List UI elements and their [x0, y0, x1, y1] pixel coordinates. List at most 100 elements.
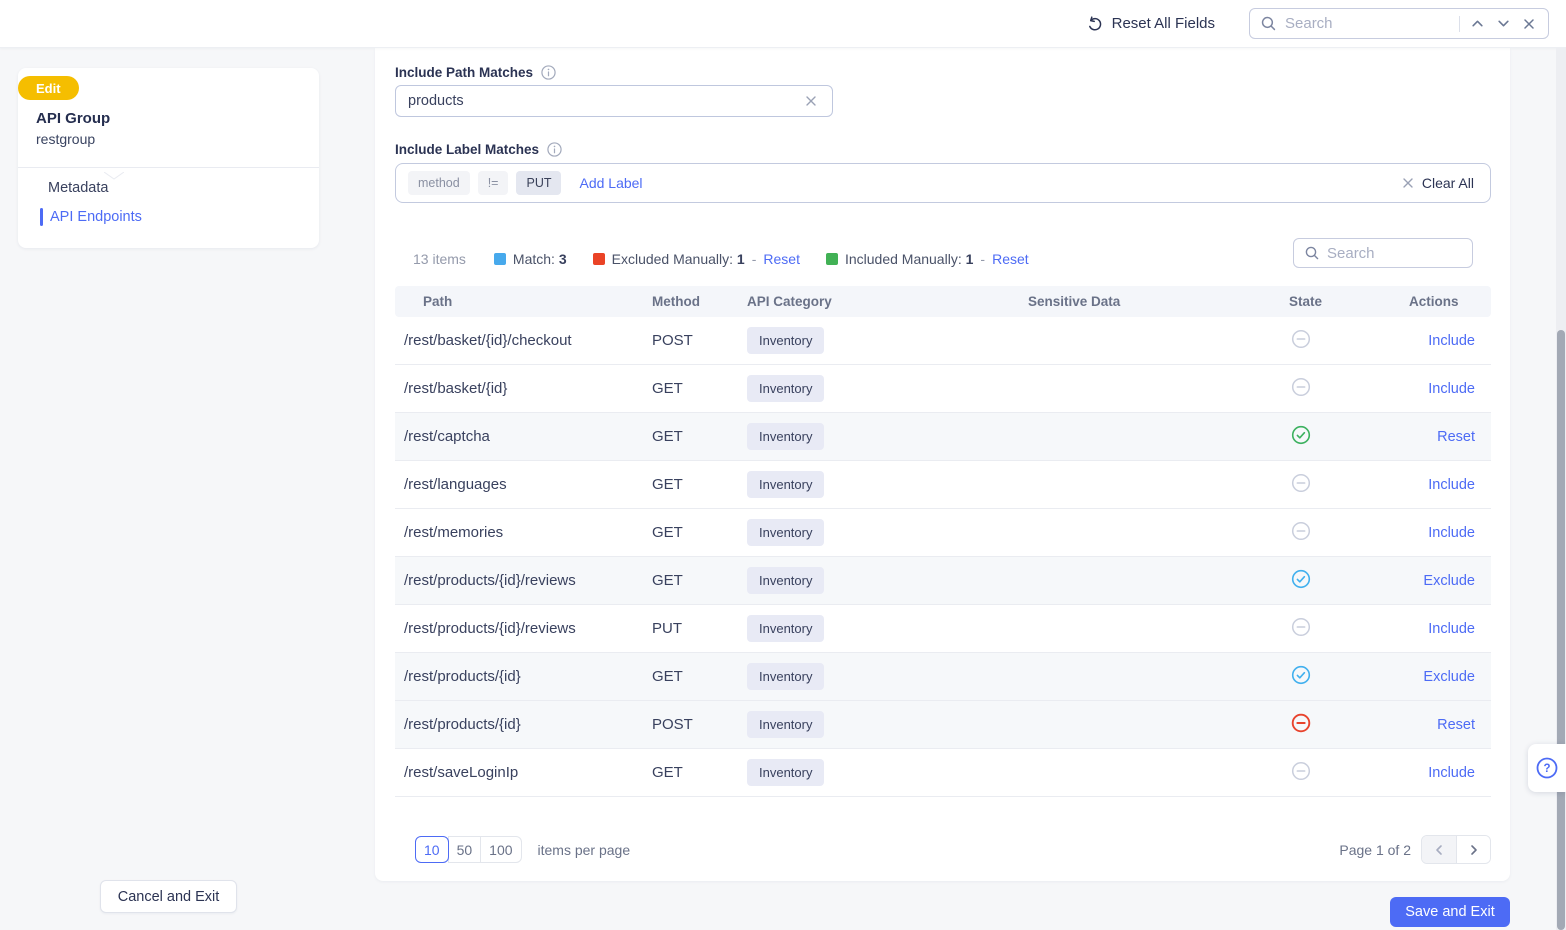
legend-color-swatch: [592, 253, 605, 265]
endpoint-path: /rest/products/{id}/reviews: [404, 572, 576, 589]
api-category-badge: Inventory: [747, 663, 825, 690]
legend-reset-link[interactable]: Reset: [763, 251, 800, 267]
api-category-badge: Inventory: [747, 375, 825, 402]
next-page-button[interactable]: [1456, 836, 1490, 863]
reset-all-fields-button[interactable]: Reset All Fields: [1086, 15, 1215, 33]
legend-reset-link[interactable]: Reset: [992, 251, 1029, 267]
sidebar-item-api-endpoints[interactable]: API Endpoints: [50, 209, 142, 225]
page-size-10-button[interactable]: 10: [415, 836, 449, 863]
endpoint-path: /rest/basket/{id}: [404, 380, 508, 397]
api-category-badge: Inventory: [747, 471, 825, 498]
row-action-link[interactable]: Include: [1428, 764, 1475, 781]
legend-label: Match: 3: [512, 251, 567, 267]
page-size-100-button[interactable]: 100: [480, 836, 522, 863]
label-key-chip[interactable]: method: [408, 171, 470, 195]
row-action-link[interactable]: Include: [1428, 476, 1475, 493]
table-row: /rest/products/{id}/reviews PUT Inventor…: [395, 605, 1491, 653]
table-row: /rest/products/{id} POST Inventory Reset: [395, 701, 1491, 749]
undo-icon: [1086, 15, 1104, 33]
table-body: /rest/basket/{id}/checkout POST Inventor…: [395, 317, 1491, 797]
info-icon[interactable]: [547, 142, 562, 157]
close-icon[interactable]: [1520, 15, 1538, 33]
sidebar-item-metadata[interactable]: Metadata: [48, 180, 109, 196]
clear-all-button[interactable]: Clear All: [1402, 175, 1474, 191]
endpoint-method: POST: [652, 716, 693, 733]
table-header-row: Path Method API Category Sensitive Data …: [395, 286, 1491, 317]
vertical-scrollbar[interactable]: [1556, 48, 1566, 930]
row-action-link[interactable]: Reset: [1437, 428, 1475, 445]
column-header-actions: Actions: [1409, 294, 1459, 309]
table-search-box: [1293, 238, 1473, 268]
summary-row: 13 items Match: 3 Excluded Manually: 1- Re…: [413, 244, 1029, 274]
column-header-api-category: API Category: [747, 294, 832, 309]
divider: [1459, 15, 1460, 32]
label-operator-chip[interactable]: !=: [477, 171, 509, 195]
endpoint-path: /rest/products/{id}/reviews: [404, 620, 576, 637]
endpoint-method: GET: [652, 764, 683, 781]
legend-count: 1: [965, 251, 974, 267]
row-action-link[interactable]: Include: [1428, 620, 1475, 637]
table-search-input[interactable]: [1327, 244, 1462, 262]
table-row: /rest/languages GET Inventory Include: [395, 461, 1491, 509]
column-header-path: Path: [423, 294, 453, 309]
column-header-sensitive-data: Sensitive Data: [1028, 294, 1121, 309]
table-row: /rest/products/{id} GET Inventory Exclud…: [395, 653, 1491, 701]
chevron-down-icon[interactable]: [1494, 15, 1512, 33]
row-action-link[interactable]: Exclude: [1423, 668, 1475, 685]
search-icon: [1260, 15, 1277, 32]
page-size-group: 10 50 100: [415, 836, 522, 863]
endpoint-method: GET: [652, 668, 683, 685]
scrollbar-thumb[interactable]: [1557, 330, 1565, 930]
items-per-page-label: items per page: [537, 841, 631, 858]
page-indicator: Page 1 of 2: [1339, 841, 1411, 858]
none-state-icon: [1291, 377, 1311, 401]
match-state-icon: [1291, 569, 1311, 593]
legend-count: 3: [558, 251, 567, 267]
help-button[interactable]: ?: [1528, 744, 1566, 792]
legend-label: Excluded Manually: 1: [611, 251, 745, 267]
table-row: /rest/basket/{id} GET Inventory Include: [395, 365, 1491, 413]
endpoint-method: GET: [652, 428, 683, 445]
table-row: /rest/basket/{id}/checkout POST Inventor…: [395, 317, 1491, 365]
legend-color-swatch: [825, 253, 838, 265]
svg-text:?: ?: [1543, 763, 1550, 775]
row-action-link[interactable]: Include: [1428, 380, 1475, 397]
search-icon: [1304, 245, 1320, 261]
row-action-link[interactable]: Include: [1428, 332, 1475, 349]
page-nav-group: [1421, 835, 1491, 864]
endpoint-path: /rest/basket/{id}/checkout: [404, 332, 572, 349]
excluded-state-icon: [1291, 713, 1311, 737]
add-label-button[interactable]: Add Label: [579, 175, 643, 191]
api-group-title: API Group: [36, 110, 111, 127]
info-icon[interactable]: [541, 65, 556, 80]
none-state-icon: [1291, 473, 1311, 497]
row-action-link[interactable]: Exclude: [1423, 572, 1475, 589]
table-row: /rest/memories GET Inventory Include: [395, 509, 1491, 557]
row-action-link[interactable]: Include: [1428, 524, 1475, 541]
path-match-field: [395, 85, 833, 117]
api-category-badge: Inventory: [747, 519, 825, 546]
previous-page-button[interactable]: [1422, 836, 1456, 863]
cancel-and-exit-button[interactable]: Cancel and Exit: [100, 880, 237, 913]
global-search-input[interactable]: [1285, 15, 1451, 32]
label-value-chip[interactable]: PUT: [516, 171, 562, 195]
column-header-state: State: [1289, 294, 1323, 309]
chevron-up-icon[interactable]: [1468, 15, 1486, 33]
api-category-badge: Inventory: [747, 615, 825, 642]
api-group-name: restgroup: [36, 131, 96, 147]
endpoint-path: /rest/captcha: [404, 428, 490, 445]
active-indicator: [40, 208, 43, 226]
collapse-notch-icon: [103, 167, 125, 185]
clear-path-icon[interactable]: [802, 92, 820, 110]
save-and-exit-button[interactable]: Save and Exit: [1390, 897, 1510, 927]
page-size-50-button[interactable]: 50: [447, 836, 482, 863]
table-row: /rest/captcha GET Inventory Reset: [395, 413, 1491, 461]
api-category-badge: Inventory: [747, 423, 825, 450]
none-state-icon: [1291, 521, 1311, 545]
legend-label: Included Manually: 1: [844, 251, 974, 267]
pagination-bar: 10 50 100 items per page Page 1 of 2: [415, 835, 1491, 864]
path-match-input[interactable]: [408, 93, 794, 109]
match-state-icon: [1291, 665, 1311, 689]
row-action-link[interactable]: Reset: [1437, 716, 1475, 733]
column-header-method: Method: [652, 294, 700, 309]
